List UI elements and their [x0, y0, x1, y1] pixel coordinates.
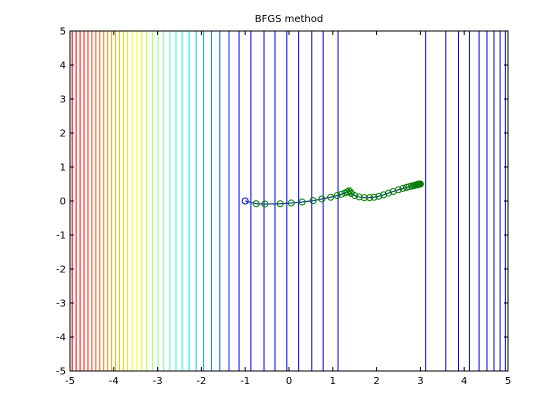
data-point	[351, 192, 359, 200]
x-tick-label: -1	[240, 376, 250, 387]
y-tick-label: 2	[60, 129, 66, 140]
y-tick-label: 0	[60, 197, 66, 208]
data-point	[355, 193, 363, 201]
y-tick-label: 1	[60, 163, 66, 174]
data-point	[360, 194, 368, 202]
y-tick-label: -3	[56, 299, 66, 310]
x-tick-label: -3	[153, 376, 163, 387]
data-point	[241, 197, 249, 205]
x-tick-label: 4	[461, 376, 467, 387]
data-point	[370, 193, 378, 201]
data-point	[318, 195, 326, 203]
x-tick-label: -4	[109, 376, 119, 387]
y-tick-label: -5	[56, 367, 66, 378]
axis-ticks: -5 -4 -3 -2 -1 0 1 2 3 4 5 -5 -4 -3 -2 -1 0 1 2 3 4 5	[56, 27, 511, 388]
data-point	[384, 189, 392, 197]
data-point	[338, 190, 346, 198]
data-point	[366, 194, 374, 202]
y-tick-label: 5	[60, 27, 66, 38]
data-point	[261, 200, 269, 208]
data-point	[347, 190, 355, 198]
y-tick-label: 4	[60, 61, 66, 72]
x-tick-label: -2	[196, 376, 206, 387]
contour-lines	[71, 31, 506, 371]
y-tick-label: 3	[60, 95, 66, 106]
y-tick-label: -4	[56, 333, 66, 344]
data-point	[309, 197, 317, 205]
data-point	[395, 186, 402, 194]
x-tick-label: 2	[373, 376, 379, 387]
x-tick-label: -5	[65, 376, 75, 387]
data-point	[375, 192, 383, 200]
data-point	[333, 192, 341, 200]
optimization-path	[241, 180, 424, 208]
data-point	[252, 200, 260, 208]
x-tick-label: 5	[505, 376, 511, 387]
data-point	[399, 184, 407, 192]
data-point	[327, 193, 335, 201]
data-point	[287, 199, 295, 207]
data-point	[343, 188, 351, 196]
data-point	[380, 191, 388, 199]
data-point	[276, 200, 284, 208]
x-tick-label: 1	[330, 376, 336, 387]
data-point	[298, 198, 306, 206]
data-point	[416, 180, 424, 188]
x-tick-label: 3	[417, 376, 423, 387]
x-tick-label: 0	[286, 376, 292, 387]
chart-title: BFGS method	[255, 14, 324, 25]
y-tick-label: -2	[56, 265, 66, 276]
y-tick-label: -1	[56, 231, 66, 242]
